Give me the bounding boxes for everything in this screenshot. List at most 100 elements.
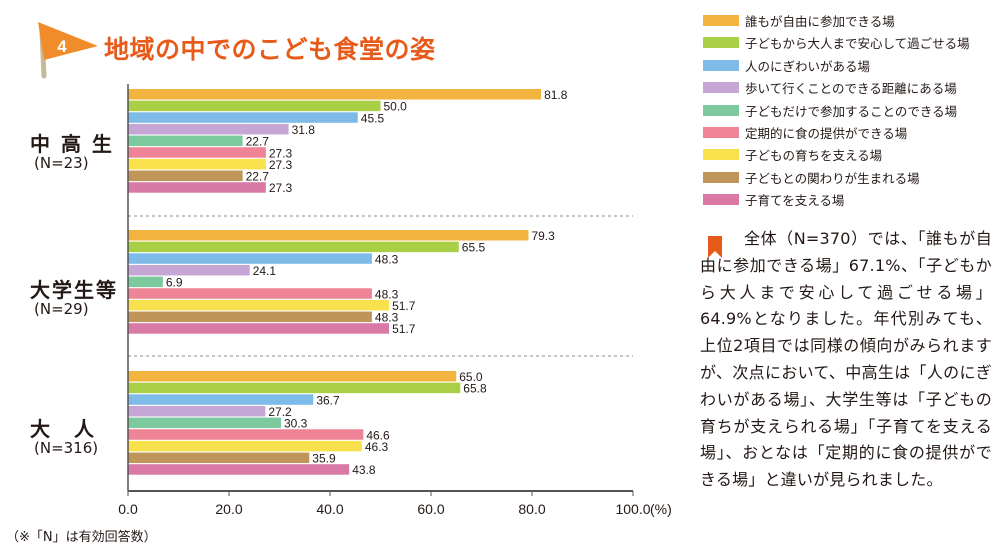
legend-swatch bbox=[703, 171, 739, 183]
bar bbox=[128, 135, 243, 147]
legend-item: 子育てを支える場 bbox=[703, 190, 993, 212]
bar bbox=[128, 123, 289, 135]
badge-number: 4 bbox=[57, 37, 67, 56]
bar bbox=[128, 100, 381, 112]
x-tick-label: 0.0 bbox=[118, 501, 138, 517]
legend-swatch bbox=[703, 104, 739, 116]
bar bbox=[128, 452, 310, 464]
page-title: 地域の中でのこども食堂の姿 bbox=[104, 35, 436, 64]
bar bbox=[128, 371, 457, 382]
legend-label: 歩いて行くことのできる距離にある場 bbox=[745, 81, 957, 97]
group-label-junior-high: 中 高 生 bbox=[30, 132, 114, 156]
bar bbox=[128, 382, 461, 394]
legend-item: 誰もが自由に参加できる場 bbox=[703, 11, 993, 33]
data-label: 81.8 bbox=[544, 88, 568, 102]
bar bbox=[128, 323, 390, 334]
legend-item: 子どもとの関わりが生まれる場 bbox=[703, 168, 993, 190]
legend-item: 子どもから大人まで安心して過ごせる場 bbox=[703, 33, 993, 55]
data-label: 22.7 bbox=[246, 135, 270, 149]
bar bbox=[128, 264, 250, 276]
chart-legend: 誰もが自由に参加できる場子どもから大人まで安心して過ごせる場 人のにぎわいがある場… bbox=[703, 11, 993, 213]
data-label: 65.5 bbox=[462, 241, 486, 255]
legend-label: 子どもとの関わりが生まれる場 bbox=[745, 170, 920, 186]
flag-shape bbox=[38, 22, 98, 60]
data-label: 27.3 bbox=[269, 146, 293, 160]
bar bbox=[128, 253, 372, 264]
data-label: 36.7 bbox=[316, 393, 340, 407]
group-n-junior-high: (N=23) bbox=[34, 154, 89, 172]
data-label: 43.8 bbox=[352, 463, 376, 477]
data-label: 22.7 bbox=[246, 170, 270, 184]
data-label: 48.3 bbox=[375, 287, 399, 301]
legend-swatch bbox=[703, 149, 739, 161]
data-label: 31.8 bbox=[292, 123, 316, 137]
legend-label: 誰もが自由に参加できる場 bbox=[745, 14, 895, 29]
data-label: 46.3 bbox=[365, 440, 389, 454]
bar bbox=[128, 394, 314, 405]
bookmark-icon bbox=[708, 236, 722, 258]
legend-item: 子どもの育ちを支える場 bbox=[703, 145, 993, 167]
group-label-university: 大学生等 bbox=[30, 278, 118, 302]
legend-swatch bbox=[703, 194, 739, 206]
bar bbox=[128, 440, 362, 452]
x-tick-label: 80.0 bbox=[518, 501, 545, 517]
bar-chart: 81.850.045.531.822.727.327.322.727.379.3… bbox=[118, 84, 672, 517]
data-label: 51.7 bbox=[392, 322, 416, 336]
footnote: （※「N」は有効回答数） bbox=[6, 530, 157, 545]
bar bbox=[128, 147, 266, 158]
data-label: 35.9 bbox=[312, 452, 336, 466]
data-label: 50.0 bbox=[384, 100, 408, 114]
data-label: 48.3 bbox=[375, 311, 399, 325]
legend-label: 子どもだけで参加することのできる場 bbox=[745, 103, 958, 119]
bar bbox=[128, 276, 163, 288]
bar bbox=[128, 288, 372, 299]
x-axis-unit: (%) bbox=[650, 501, 672, 517]
data-label: 65.8 bbox=[463, 382, 487, 396]
bar bbox=[128, 230, 529, 241]
x-tick-label: 60.0 bbox=[417, 501, 444, 517]
data-label: 65.0 bbox=[459, 370, 483, 384]
data-label: 30.3 bbox=[284, 417, 308, 431]
data-label: 79.3 bbox=[531, 229, 555, 243]
chart-header: 4 地域の中でのこども食堂の姿 bbox=[4, 10, 504, 80]
legend-item: 人のにぎわいがある場 bbox=[703, 56, 993, 78]
data-label: 45.5 bbox=[361, 111, 385, 125]
legend-item: 子どもだけで参加することのできる場 bbox=[703, 101, 993, 123]
data-label: 24.1 bbox=[253, 264, 277, 278]
bar bbox=[128, 299, 390, 311]
legend-item: 歩いて行くことのできる距離にある場 bbox=[703, 78, 993, 100]
data-label: 51.7 bbox=[392, 299, 416, 313]
data-label: 27.2 bbox=[268, 405, 292, 419]
legend-label: 定期的に食の提供ができる場 bbox=[745, 125, 908, 141]
bar bbox=[128, 464, 350, 475]
legend-label: 人のにぎわいがある場 bbox=[745, 58, 871, 74]
x-tick-label: 20.0 bbox=[215, 501, 242, 517]
bar bbox=[128, 89, 542, 100]
group-label-adult: 大 人 bbox=[30, 417, 96, 441]
legend-swatch bbox=[703, 126, 739, 138]
flag-badge-icon: 4 bbox=[38, 22, 98, 79]
bar bbox=[128, 112, 358, 123]
legend-swatch bbox=[703, 37, 739, 49]
x-tick-label: 100.0 bbox=[615, 501, 650, 517]
legend-label: 子育てを支える場 bbox=[745, 193, 845, 209]
legend-swatch bbox=[703, 82, 739, 94]
data-label: 46.6 bbox=[366, 428, 390, 442]
bar bbox=[128, 405, 266, 417]
data-label: 27.3 bbox=[269, 181, 293, 195]
summary-text: 全体（N=370）では、「誰もが自由に参加できる場」67.1%、「子どもから大人… bbox=[700, 229, 992, 490]
bar bbox=[128, 170, 243, 182]
legend-swatch bbox=[703, 59, 739, 71]
bar bbox=[128, 417, 282, 429]
data-label: 6.9 bbox=[166, 276, 183, 290]
bar bbox=[128, 182, 266, 193]
legend-swatch bbox=[703, 15, 739, 26]
data-label: 48.3 bbox=[375, 252, 399, 266]
bar bbox=[128, 241, 459, 253]
legend-label: 子どもの育ちを支える場 bbox=[745, 148, 883, 164]
summary-note: 全体（N=370）では、「誰もが自由に参加できる場」67.1%、「子どもから大人… bbox=[700, 226, 992, 494]
legend-label: 子どもから大人まで安心して過ごせる場 bbox=[745, 36, 970, 52]
bar bbox=[128, 429, 364, 440]
legend-item: 定期的に食の提供ができる場 bbox=[703, 123, 993, 145]
group-n-adult: (N=316) bbox=[34, 439, 99, 457]
